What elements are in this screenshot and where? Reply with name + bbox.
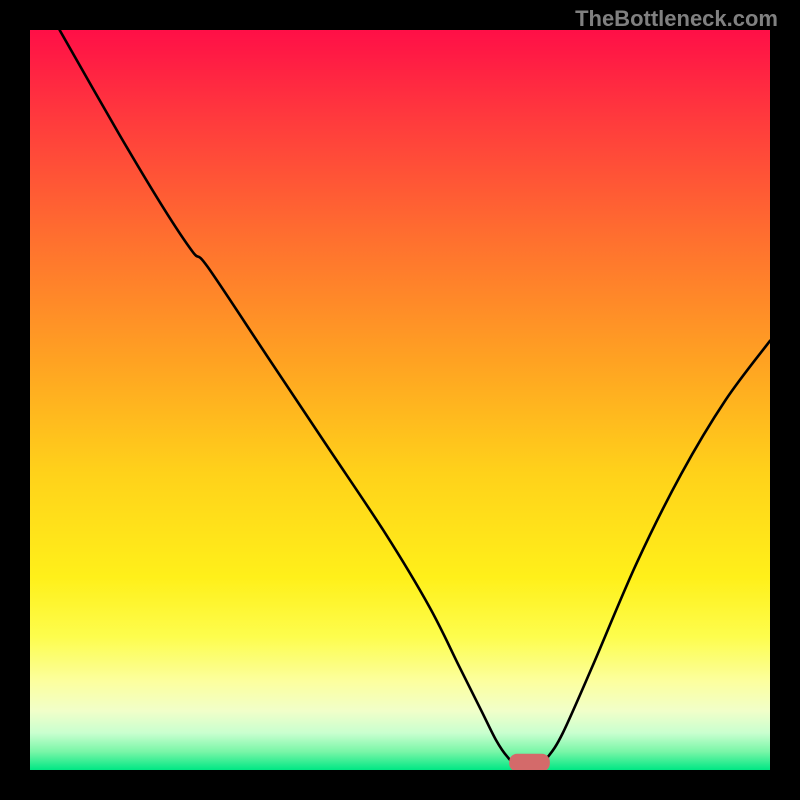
watermark-text: TheBottleneck.com	[575, 6, 778, 32]
chart-plot-area	[30, 30, 770, 770]
bottleneck-curve	[60, 30, 770, 762]
optimal-marker	[509, 754, 550, 770]
chart-curve-layer	[30, 30, 770, 770]
